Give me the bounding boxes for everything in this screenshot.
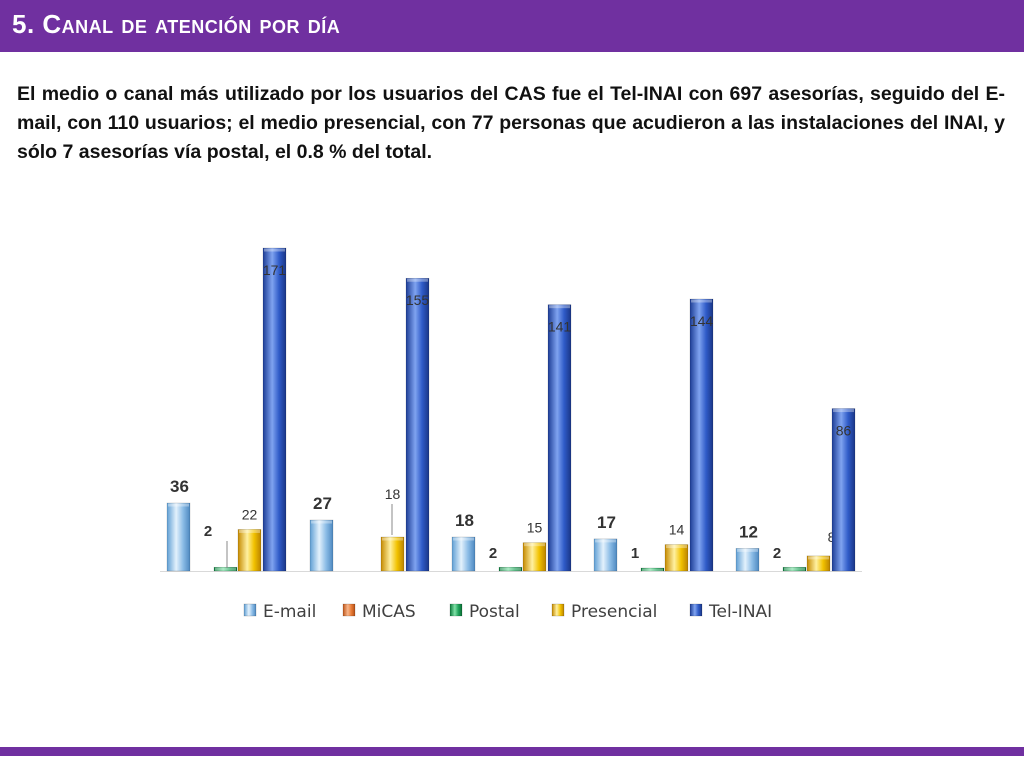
data-label-e-mail-2: 27 (313, 494, 332, 513)
data-label-e-mail-5: 12 (739, 522, 758, 541)
data-label-presencial-3: 15 (527, 520, 543, 536)
bar-highlight (264, 248, 285, 252)
data-label-postal-5: 2 (773, 545, 781, 562)
data-label-presencial-4: 14 (669, 522, 685, 538)
bar-highlight (407, 278, 428, 282)
bar-e-mail-4 (593, 538, 618, 572)
bar-tel-inai-5 (831, 408, 856, 572)
data-label-e-mail-4: 17 (597, 513, 616, 532)
data-label-postal-1: 2 (204, 523, 212, 540)
bar-presencial-1 (237, 529, 262, 572)
bar-highlight (311, 520, 332, 524)
bar-presencial-5 (806, 555, 831, 572)
bar-postal-4 (640, 567, 665, 572)
data-label-presencial-1: 22 (242, 506, 258, 522)
bar-tel-inai-1 (262, 247, 287, 572)
bar-e-mail-5 (735, 548, 760, 572)
bar-highlight (595, 539, 616, 543)
bar-highlight (808, 556, 829, 560)
bar-highlight (784, 567, 805, 571)
data-label-tel-inai-2: 155 (406, 292, 430, 308)
bar-tel-inai-3 (547, 304, 572, 572)
bar-presencial-3 (522, 542, 547, 572)
data-label-e-mail-1: 36 (170, 477, 189, 496)
bottom-bar (0, 747, 1024, 756)
bar-postal-3 (498, 566, 523, 572)
bar-highlight (549, 305, 570, 309)
legend-label-tel-inai: Tel-INAI (708, 602, 772, 622)
legend-swatch-tel-inai (689, 603, 703, 617)
bar-highlight (215, 567, 236, 571)
data-label-postal-4: 1 (631, 545, 639, 562)
data-label-tel-inai-4: 144 (690, 313, 714, 329)
bar-presencial-4 (664, 544, 689, 572)
legend-label-e-mail: E-mail (263, 602, 316, 622)
bar-tel-inai-4 (689, 298, 714, 572)
legend-swatch-e-mail (243, 603, 257, 617)
data-label-tel-inai-1: 171 (263, 262, 287, 278)
legend-swatch-presencial (551, 603, 565, 617)
bar-postal-5 (782, 566, 807, 572)
bar-highlight (500, 567, 521, 571)
bar-e-mail-3 (451, 536, 476, 572)
slide-body-text: El medio o canal más utilizado por los u… (17, 83, 1005, 163)
bar-presencial-2 (380, 536, 405, 572)
bar-highlight (642, 568, 663, 572)
legend-label-presencial: Presencial (571, 602, 657, 622)
bar-highlight (833, 409, 854, 413)
title-bar: 5. Canal de atención por día (0, 0, 1024, 52)
bar-highlight (239, 529, 260, 533)
bar-postal-1 (213, 566, 238, 572)
bar-highlight (737, 548, 758, 552)
data-label-presencial-2: 18 (385, 486, 401, 502)
bar-highlight (168, 503, 189, 507)
legend-swatch-postal (449, 603, 463, 617)
bar-highlight (382, 537, 403, 541)
legend-label-micas: MiCAS (362, 602, 416, 622)
bar-tel-inai-2 (405, 277, 430, 572)
data-label-tel-inai-3: 141 (548, 319, 572, 335)
bar-highlight (524, 543, 545, 547)
data-label-tel-inai-5: 86 (836, 423, 852, 439)
legend-label-postal: Postal (469, 602, 520, 622)
bar-highlight (666, 545, 687, 549)
data-label-presencial-5: 8 (828, 529, 836, 545)
bar-highlight (453, 537, 474, 541)
bar-highlight (691, 299, 712, 303)
slide-title: 5. Canal de atención por día (12, 9, 341, 39)
data-label-postal-3: 2 (489, 545, 497, 562)
bar-e-mail-1 (166, 502, 191, 572)
bar-e-mail-2 (309, 519, 334, 572)
data-label-e-mail-3: 18 (455, 511, 474, 530)
legend-swatch-micas (342, 603, 356, 617)
